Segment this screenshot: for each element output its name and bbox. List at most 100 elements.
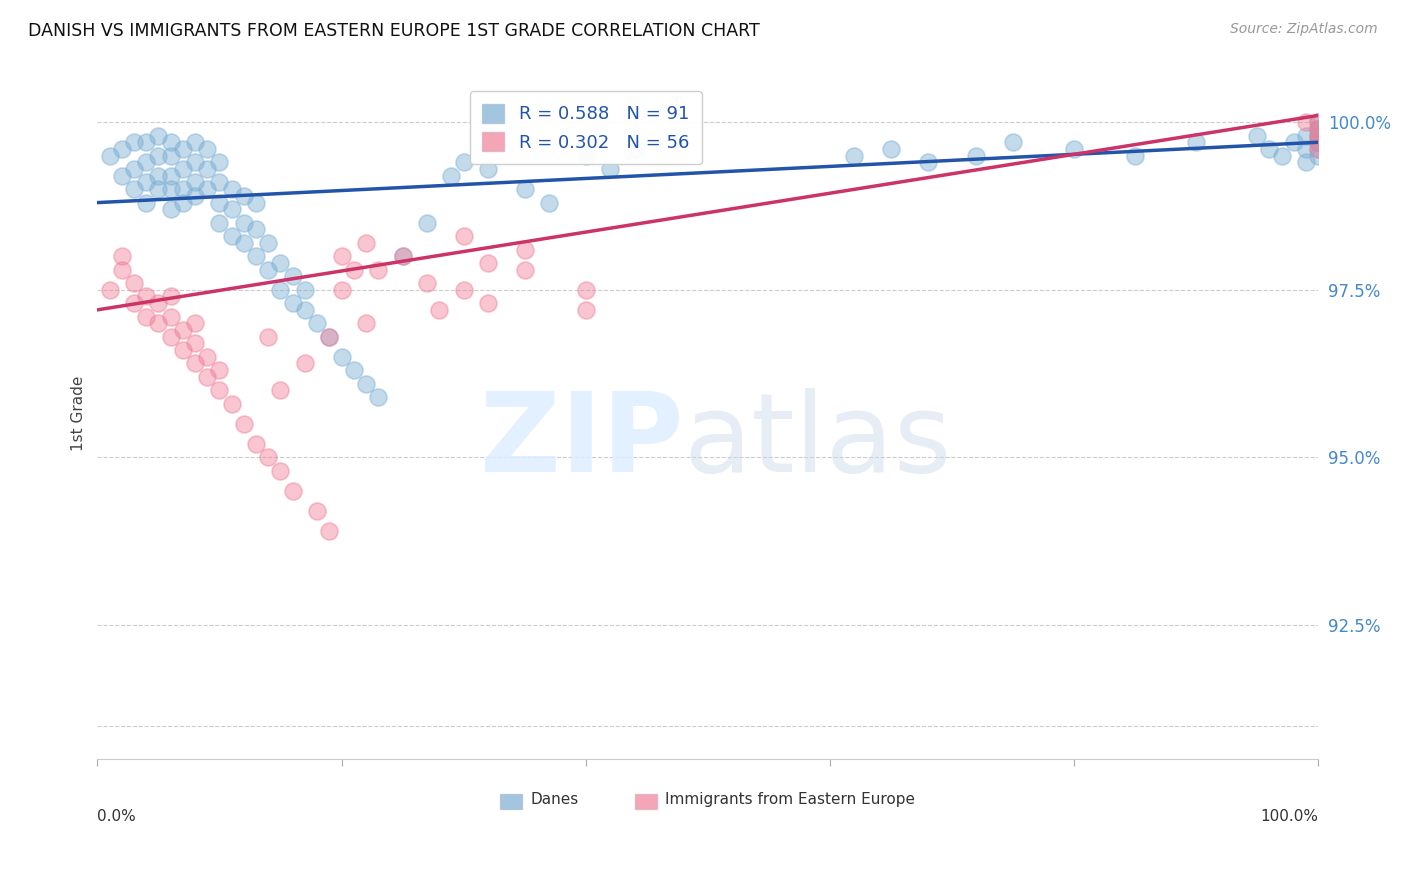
Point — [135, 155, 157, 169]
Point — [111, 142, 134, 156]
Point — [453, 283, 475, 297]
Point — [477, 162, 499, 177]
Point — [122, 162, 145, 177]
Point — [427, 302, 450, 317]
Point — [844, 149, 866, 163]
Point — [195, 182, 218, 196]
Point — [513, 243, 536, 257]
Point — [343, 262, 366, 277]
Point — [416, 276, 439, 290]
Point — [232, 235, 254, 250]
Point — [122, 182, 145, 196]
Text: 100.0%: 100.0% — [1260, 809, 1319, 823]
Point — [1002, 135, 1025, 149]
Point — [1308, 128, 1330, 143]
Point — [245, 195, 267, 210]
Point — [208, 384, 231, 398]
Point — [195, 350, 218, 364]
Point — [135, 176, 157, 190]
Point — [148, 169, 170, 183]
Point — [221, 397, 243, 411]
Point — [232, 216, 254, 230]
Point — [269, 283, 291, 297]
Text: Source: ZipAtlas.com: Source: ZipAtlas.com — [1230, 22, 1378, 37]
Point — [343, 363, 366, 377]
Point — [148, 149, 170, 163]
Point — [453, 229, 475, 244]
Point — [1308, 121, 1330, 136]
Point — [416, 216, 439, 230]
Point — [135, 195, 157, 210]
Point — [208, 216, 231, 230]
Point — [221, 182, 243, 196]
Point — [172, 142, 194, 156]
Point — [159, 182, 181, 196]
Point — [257, 450, 280, 465]
Point — [575, 283, 598, 297]
Point — [172, 195, 194, 210]
Point — [1295, 128, 1317, 143]
Point — [294, 357, 316, 371]
Point — [208, 176, 231, 190]
Point — [184, 189, 207, 203]
Point — [1258, 142, 1281, 156]
Point — [148, 316, 170, 330]
Point — [1063, 142, 1085, 156]
Point — [453, 155, 475, 169]
Point — [172, 162, 194, 177]
Point — [1308, 135, 1330, 149]
Point — [195, 370, 218, 384]
Point — [1308, 149, 1330, 163]
Point — [1308, 135, 1330, 149]
Point — [318, 329, 340, 343]
Point — [1308, 121, 1330, 136]
Point — [208, 155, 231, 169]
Point — [538, 195, 561, 210]
Point — [122, 135, 145, 149]
Point — [148, 182, 170, 196]
Text: Immigrants from Eastern Europe: Immigrants from Eastern Europe — [665, 791, 915, 806]
Point — [148, 128, 170, 143]
Point — [245, 249, 267, 263]
Point — [184, 135, 207, 149]
Point — [575, 302, 598, 317]
Point — [307, 504, 329, 518]
Point — [257, 235, 280, 250]
Point — [599, 162, 621, 177]
Point — [184, 357, 207, 371]
Point — [917, 155, 939, 169]
Point — [307, 316, 329, 330]
Point — [98, 149, 121, 163]
Point — [354, 376, 377, 391]
Point — [1282, 135, 1305, 149]
Point — [281, 296, 304, 310]
Point — [367, 262, 389, 277]
Text: 0.0%: 0.0% — [97, 809, 136, 823]
Point — [354, 235, 377, 250]
Point — [1271, 149, 1294, 163]
Point — [1185, 135, 1208, 149]
Point — [1246, 128, 1268, 143]
Point — [1308, 115, 1330, 129]
Point — [257, 262, 280, 277]
Point — [159, 329, 181, 343]
Point — [269, 464, 291, 478]
Point — [1295, 115, 1317, 129]
Point — [513, 262, 536, 277]
Point — [354, 316, 377, 330]
Point — [294, 302, 316, 317]
Point — [1308, 115, 1330, 129]
Point — [159, 169, 181, 183]
Point — [122, 276, 145, 290]
Point — [318, 329, 340, 343]
Point — [269, 256, 291, 270]
Point — [184, 155, 207, 169]
Point — [269, 384, 291, 398]
Point — [111, 169, 134, 183]
Text: ZIP: ZIP — [479, 388, 683, 495]
Point — [159, 289, 181, 303]
Point — [318, 524, 340, 538]
Point — [477, 256, 499, 270]
Point — [1123, 149, 1146, 163]
Point — [159, 149, 181, 163]
